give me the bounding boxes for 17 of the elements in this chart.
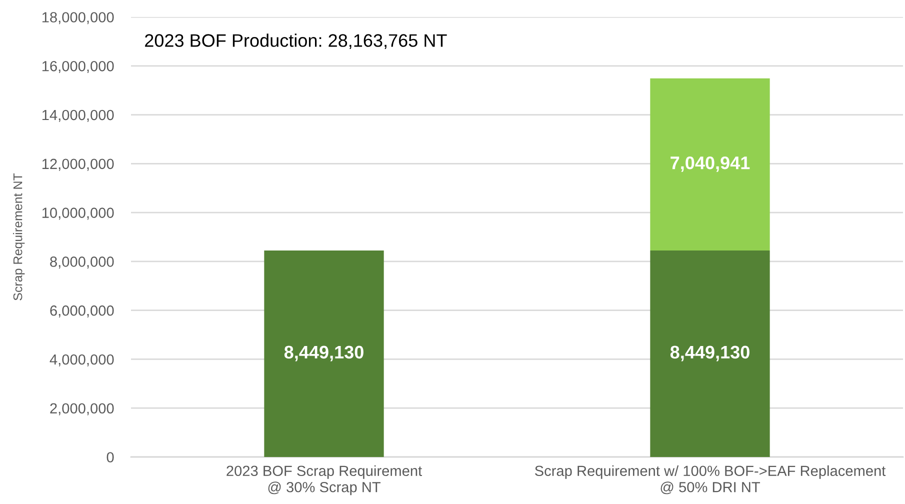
y-tick-label: 4,000,000: [50, 354, 114, 366]
y-tick-label: 12,000,000: [42, 158, 114, 171]
data-label: 7,040,941: [670, 156, 750, 172]
y-tick-label: 18,000,000: [42, 12, 114, 24]
y-tick-label: 2,000,000: [50, 403, 114, 416]
y-tick-label: 0: [106, 452, 114, 462]
data-label: 8,449,130: [670, 346, 750, 362]
annotation: 2023 BOF Production: 28,163,765 NT: [145, 34, 447, 50]
y-axis-title: Scrap Requirement NT: [13, 173, 25, 300]
data-label: 8,449,130: [284, 346, 364, 362]
y-tick-label: 8,000,000: [50, 256, 114, 269]
y-tick-label: 6,000,000: [50, 305, 114, 318]
y-tick-label: 16,000,000: [42, 60, 114, 74]
x-tick-label: Scrap Requirement w/ 100% BOF->EAF Replacement @ 50% DRI NT: [534, 465, 886, 494]
x-tick-label: 2023 BOF Scrap Requirement @ 30% Scrap NT: [226, 465, 422, 496]
y-tick-label: 14,000,000: [42, 110, 114, 122]
y-tick-label: 10,000,000: [42, 208, 114, 220]
